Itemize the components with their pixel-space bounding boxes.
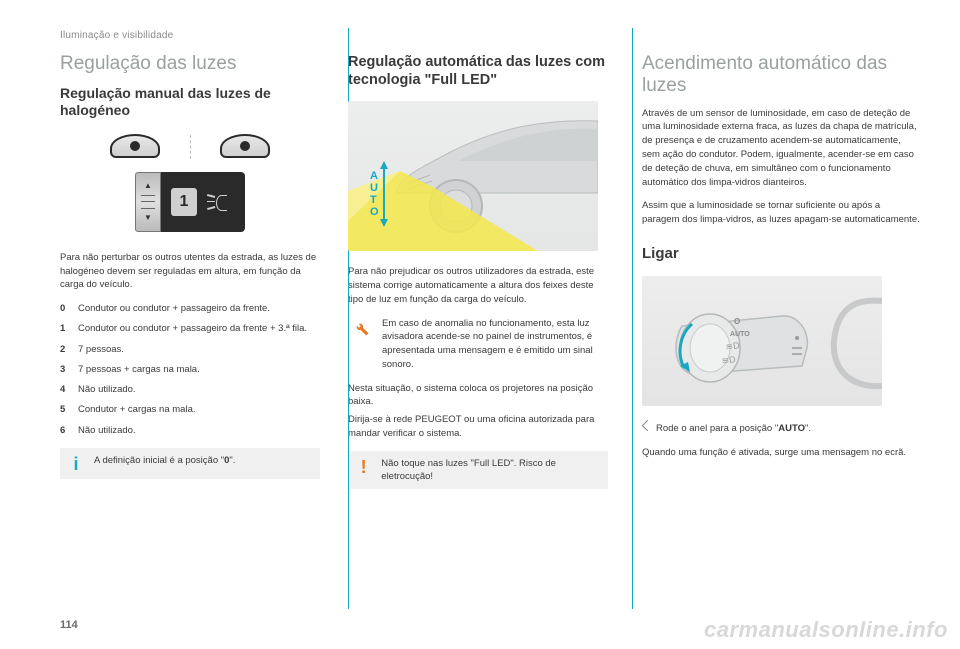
col3-p2: Assim que a luminosidade se tornar sufic… [642, 199, 920, 227]
warning-text: Não toque nas luzes "Full LED". Risco de… [381, 457, 600, 484]
car-beam-illustration: A U T O [348, 101, 598, 251]
dashed-separator [190, 135, 191, 159]
column-1: Regulação das luzes Regulação manual das… [60, 53, 320, 489]
list-item: 0Condutor ou condutor + passageiro da fr… [60, 302, 320, 316]
col3-bullet: Rode o anel para a posição "AUTO". [642, 422, 920, 436]
col1-title: Regulação das luzes [60, 53, 320, 75]
svg-text:A: A [370, 170, 378, 182]
list-item: 6Não utilizado. [60, 424, 320, 438]
svg-text:U: U [370, 182, 378, 194]
steering-wheel-right-icon [220, 134, 270, 160]
page-number: 114 [60, 619, 78, 631]
steering-wheel-left-icon [110, 134, 160, 160]
col3-p1: Através de um sensor de luminosidade, em… [642, 107, 920, 190]
dial-value: 1 [171, 188, 197, 216]
col2-after-2: Dirija-se à rede PEUGEOT ou uma oficina … [348, 413, 608, 441]
svg-text:T: T [370, 194, 377, 206]
svg-text:≋D: ≋D [721, 354, 737, 366]
warning-icon: ! [356, 458, 371, 476]
low-beam-icon [207, 195, 227, 209]
column-3: Acendimento automático das luzes Através… [636, 53, 920, 489]
col2-title: Regulação automática das luzes com tecno… [348, 53, 608, 89]
col1-subtitle: Regulação manual das luzes de halogéneo [60, 85, 320, 120]
col3-tail: Quando uma função é ativada, surge uma m… [642, 446, 920, 460]
headlight-dial-figure: ▲ ▼ 1 [100, 132, 280, 237]
svg-text:≋D: ≋D [725, 340, 741, 352]
light-stalk-figure: O AUTO ≋D ≋D [642, 276, 882, 406]
list-item: 27 pessoas. [60, 343, 320, 357]
wrench-icon [352, 319, 370, 372]
svg-text:O: O [370, 206, 379, 218]
svg-text:O: O [734, 317, 740, 326]
list-item: 5Condutor + cargas na mala. [60, 403, 320, 417]
load-position-list: 0Condutor ou condutor + passageiro da fr… [60, 302, 320, 438]
column-2: Regulação automática das luzes com tecno… [348, 53, 608, 489]
warning-note: ! Não toque nas luzes "Full LED". Risco … [348, 451, 608, 490]
column-divider-2 [632, 28, 633, 609]
malfunction-text: Em caso de anomalia no funcionamento, es… [382, 317, 608, 372]
info-note: i A definição inicial é a posição "0". [60, 448, 320, 479]
list-item: 4Não utilizado. [60, 383, 320, 397]
breadcrumb: Iluminação e visibilidade [60, 30, 920, 41]
svg-text:AUTO: AUTO [730, 331, 750, 338]
info-note-text: A definição inicial é a posição "0". [94, 454, 235, 467]
auto-led-figure: A U T O [348, 101, 598, 251]
col2-intro: Para não prejudicar os outros utilizador… [348, 265, 608, 306]
watermark: carmanualsonline.info [704, 617, 948, 643]
col1-intro: Para não perturbar os outros utentes da … [60, 251, 320, 292]
col2-after-1: Nesta situação, o sistema coloca os proj… [348, 382, 608, 410]
dial-knob: ▲ ▼ [135, 172, 161, 232]
malfunction-note: Em caso de anomalia no funcionamento, es… [348, 317, 608, 372]
info-icon: i [68, 455, 84, 473]
headlight-level-dial: ▲ ▼ 1 [135, 172, 245, 232]
col3-subtitle: Ligar [642, 245, 920, 262]
list-item: 37 pessoas + cargas na mala. [60, 363, 320, 377]
list-item: 1Condutor ou condutor + passageiro da fr… [60, 322, 320, 336]
col3-title: Acendimento automático das luzes [642, 53, 920, 97]
